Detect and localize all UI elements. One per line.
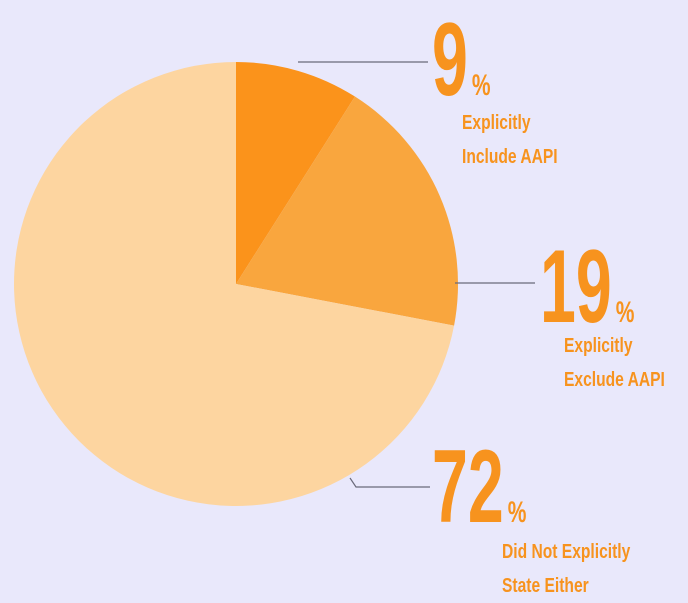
pie-slice <box>236 62 355 284</box>
category-label: Did Not Explicitly State Either <box>502 541 631 597</box>
category-label: Explicitly Exclude AAPI <box>564 335 665 391</box>
leader-lines <box>298 61 535 488</box>
category-label: Explicitly Include AAPI <box>462 112 558 168</box>
value-label: 72 <box>432 429 504 544</box>
value-unit: % <box>508 497 527 529</box>
value-unit: % <box>616 297 635 329</box>
leader-line <box>349 477 430 488</box>
pie <box>14 62 459 506</box>
pie-slice <box>14 62 455 506</box>
value-label: 9 <box>432 2 468 117</box>
pie-slice <box>236 96 459 326</box>
value-unit: % <box>472 70 491 102</box>
value-label: 19 <box>540 229 612 344</box>
